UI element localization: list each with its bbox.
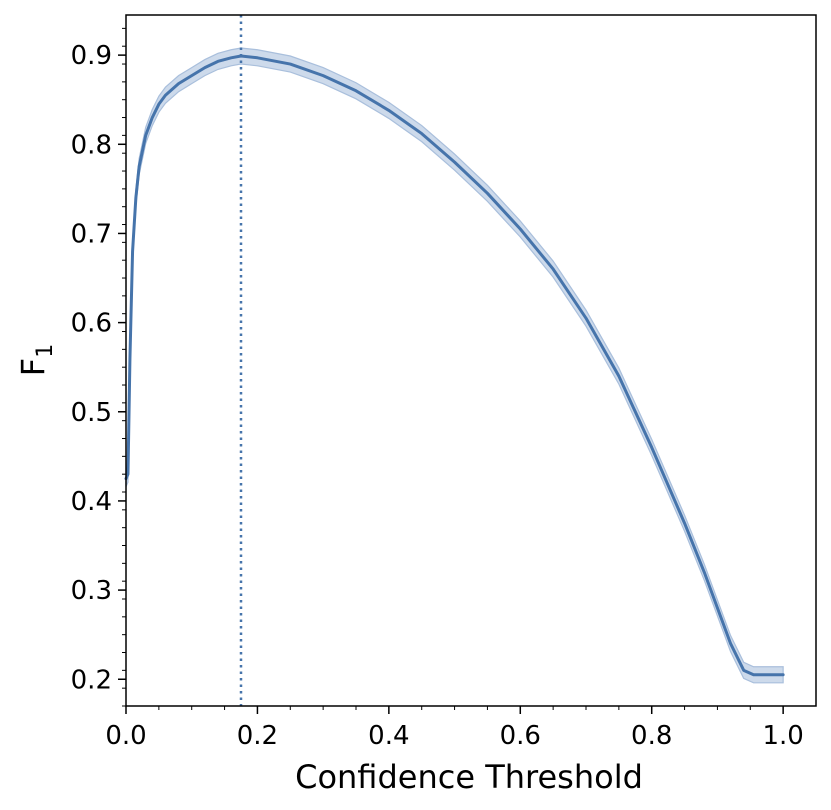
y-tick-label: 0.4: [71, 487, 112, 517]
y-tick-label: 0.2: [71, 665, 112, 695]
axes: 0.0 0.2 0.4 0.6 0.8 1.0 0.2 0.3 0.4 0.5 0.6 0.7 0.8 0…: [71, 14, 817, 751]
y-tick-label: 0.9: [71, 41, 112, 71]
plot-area: [124, 15, 785, 706]
x-tick-label: 1.0: [762, 721, 803, 751]
x-tick-label: 0.0: [105, 721, 146, 751]
y-axis-title: F1: [14, 344, 58, 376]
y-axis-title-main: F: [14, 358, 52, 376]
x-tick-label: 0.6: [500, 721, 541, 751]
confidence-band: [125, 47, 784, 684]
x-tick-label: 0.2: [237, 721, 278, 751]
x-tick-label: 0.8: [631, 721, 672, 751]
series-line: [124, 54, 785, 677]
y-tick-label: 0.7: [71, 219, 112, 249]
y-tick-label: 0.6: [71, 309, 112, 339]
y-tick-label: 0.5: [71, 398, 112, 428]
y-tick-label: 0.8: [71, 130, 112, 160]
axes-frame: [125, 14, 817, 707]
y-axis-title-subscript: 1: [33, 344, 58, 358]
x-tick-label: 0.4: [368, 721, 409, 751]
y-tick-label: 0.3: [71, 576, 112, 606]
x-axis-title: Confidence Threshold: [295, 758, 643, 796]
